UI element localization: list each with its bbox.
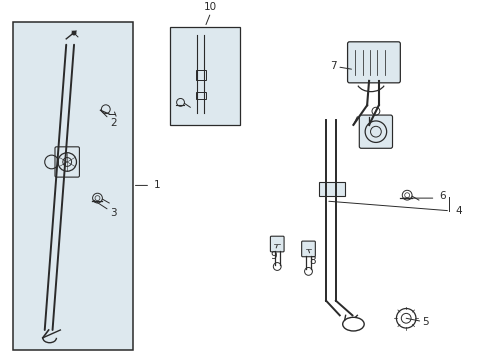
Text: 2: 2 [100,110,117,128]
Text: 3: 3 [94,200,117,218]
Text: 10: 10 [204,1,218,12]
FancyBboxPatch shape [170,27,240,125]
Text: 9: 9 [270,245,277,261]
Text: 7: 7 [331,61,351,71]
Text: 4: 4 [455,206,462,216]
FancyBboxPatch shape [55,147,79,177]
FancyBboxPatch shape [302,241,316,257]
Text: 8: 8 [309,250,316,266]
FancyBboxPatch shape [13,22,133,350]
Text: 6: 6 [440,191,446,201]
FancyBboxPatch shape [270,236,284,252]
Circle shape [72,31,76,35]
Text: 1: 1 [154,180,161,190]
FancyBboxPatch shape [196,92,206,99]
FancyBboxPatch shape [359,115,392,148]
FancyBboxPatch shape [347,42,400,83]
FancyBboxPatch shape [319,183,344,196]
FancyBboxPatch shape [196,70,206,80]
Text: 5: 5 [406,317,429,327]
